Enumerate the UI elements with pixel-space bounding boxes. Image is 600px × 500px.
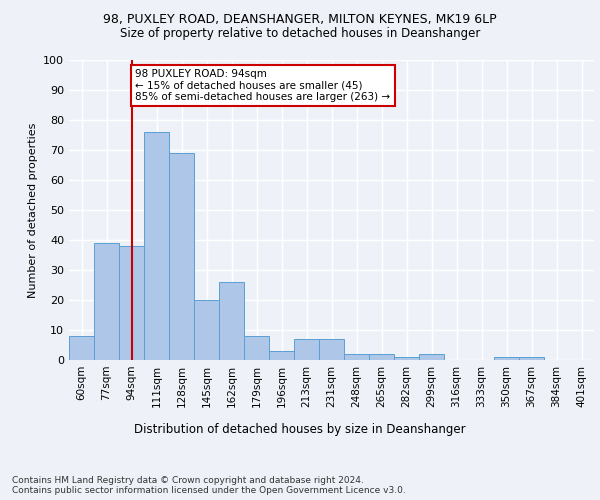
Text: Contains HM Land Registry data © Crown copyright and database right 2024.
Contai: Contains HM Land Registry data © Crown c… — [12, 476, 406, 495]
Bar — [519, 357, 544, 360]
Text: 98 PUXLEY ROAD: 94sqm
← 15% of detached houses are smaller (45)
85% of semi-deta: 98 PUXLEY ROAD: 94sqm ← 15% of detached … — [135, 69, 391, 102]
Bar — [219, 282, 244, 360]
Bar — [344, 354, 369, 360]
Y-axis label: Number of detached properties: Number of detached properties — [28, 122, 38, 298]
Bar — [269, 351, 294, 360]
Bar — [169, 153, 194, 360]
Bar — [94, 243, 119, 360]
Text: 98, PUXLEY ROAD, DEANSHANGER, MILTON KEYNES, MK19 6LP: 98, PUXLEY ROAD, DEANSHANGER, MILTON KEY… — [103, 12, 497, 26]
Bar — [144, 132, 169, 360]
Bar — [369, 354, 394, 360]
Bar — [119, 246, 144, 360]
Bar — [394, 357, 419, 360]
Bar — [244, 336, 269, 360]
Bar — [294, 339, 319, 360]
Bar — [319, 339, 344, 360]
Bar — [194, 300, 219, 360]
Text: Distribution of detached houses by size in Deanshanger: Distribution of detached houses by size … — [134, 422, 466, 436]
Text: Size of property relative to detached houses in Deanshanger: Size of property relative to detached ho… — [120, 28, 480, 40]
Bar — [419, 354, 444, 360]
Bar — [69, 336, 94, 360]
Bar — [494, 357, 519, 360]
